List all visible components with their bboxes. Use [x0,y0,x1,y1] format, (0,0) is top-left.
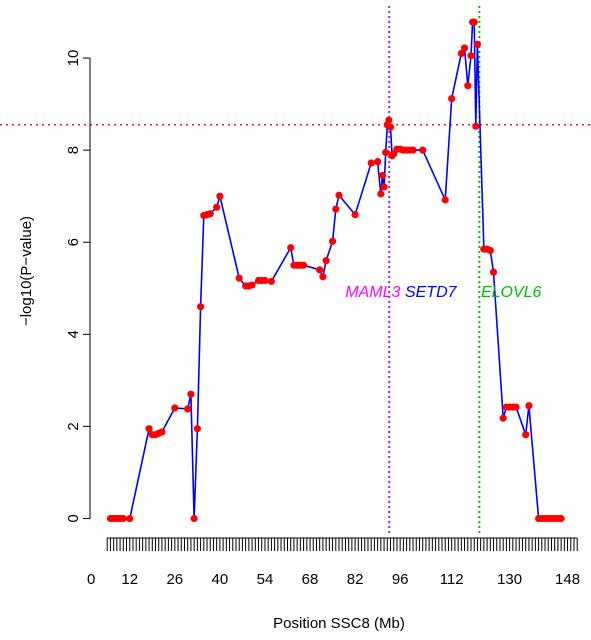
data-point [409,146,417,154]
y-tick-label: 0 [65,514,82,522]
data-point [206,210,214,218]
x-tick-label: 68 [302,571,319,588]
y-tick-label: 2 [65,422,82,430]
reference-lines [0,6,591,536]
data-point [457,49,465,58]
y-tick-label: 6 [65,238,82,246]
data-point [184,405,192,413]
data-point [441,196,449,204]
x-tick-label: 0 [87,571,95,588]
y-axis-title: −log10(P−value) [18,216,35,326]
gene-label: SETD7 [405,284,458,301]
data-point [557,514,565,523]
data-point [489,268,498,276]
data-point [119,514,127,523]
x-tick-label: 148 [555,571,580,588]
data-point [145,425,153,433]
data-point [158,428,166,436]
data-point [316,266,324,274]
data-point [335,191,343,199]
data-point [261,276,269,285]
data-point [374,158,382,166]
data-point [367,159,375,167]
data-point [467,52,475,60]
x-tick-label: 40 [212,571,229,588]
data-point [248,281,256,289]
gene-annotations: MAML3 SETD7 ELOVL6 [345,284,541,301]
x-axis: 0 12 26 40 54 68 82 96 112 130 148 [87,537,580,588]
data-point [351,210,359,219]
data-point [522,431,530,439]
data-point [213,203,221,211]
y-axis: 0 2 4 6 8 10 [65,50,91,523]
data-point [472,122,480,130]
y-tick-label: 8 [65,146,82,154]
x-tick-label: 26 [166,571,183,588]
data-point [486,246,494,255]
data-point [171,404,179,412]
data-point [235,274,243,282]
x-tick-label: 112 [440,571,464,588]
x-tick-label: 12 [121,571,138,588]
data-point [499,414,507,422]
data-point [328,237,337,245]
gene-label: ELOVL6 [481,284,542,301]
data-point [190,514,198,523]
data-point [378,171,387,180]
data-point [267,277,275,285]
data-point [448,94,456,103]
y-tick-label: 4 [65,330,82,338]
data-point [525,402,533,410]
data-point [193,425,201,433]
data-point [319,273,327,281]
data-point [419,146,427,154]
x-tick-label: 96 [392,571,409,588]
data-point [382,148,390,157]
data-point [196,303,205,311]
data-point [473,40,482,48]
data-point [187,390,195,398]
data-point [464,82,472,90]
series-layer [106,18,565,523]
data-point [322,257,330,265]
data-point [126,514,134,523]
x-tick-label: 54 [257,571,274,588]
data-point [299,261,308,269]
data-point [460,44,469,52]
data-point [386,123,395,131]
y-tick-label: 10 [65,50,82,67]
data-point [385,116,393,124]
data-point [377,190,385,198]
data-point [380,183,388,191]
data-point [512,403,520,411]
data-point [332,205,340,213]
x-tick-label: 130 [497,571,522,588]
x-axis-title: Position SSC8 (Mb) [273,615,405,632]
gene-label: MAML3 [345,284,400,301]
data-point [287,244,295,252]
x-tick-label: 82 [347,571,364,588]
data-point [216,192,224,200]
data-point [470,18,478,26]
